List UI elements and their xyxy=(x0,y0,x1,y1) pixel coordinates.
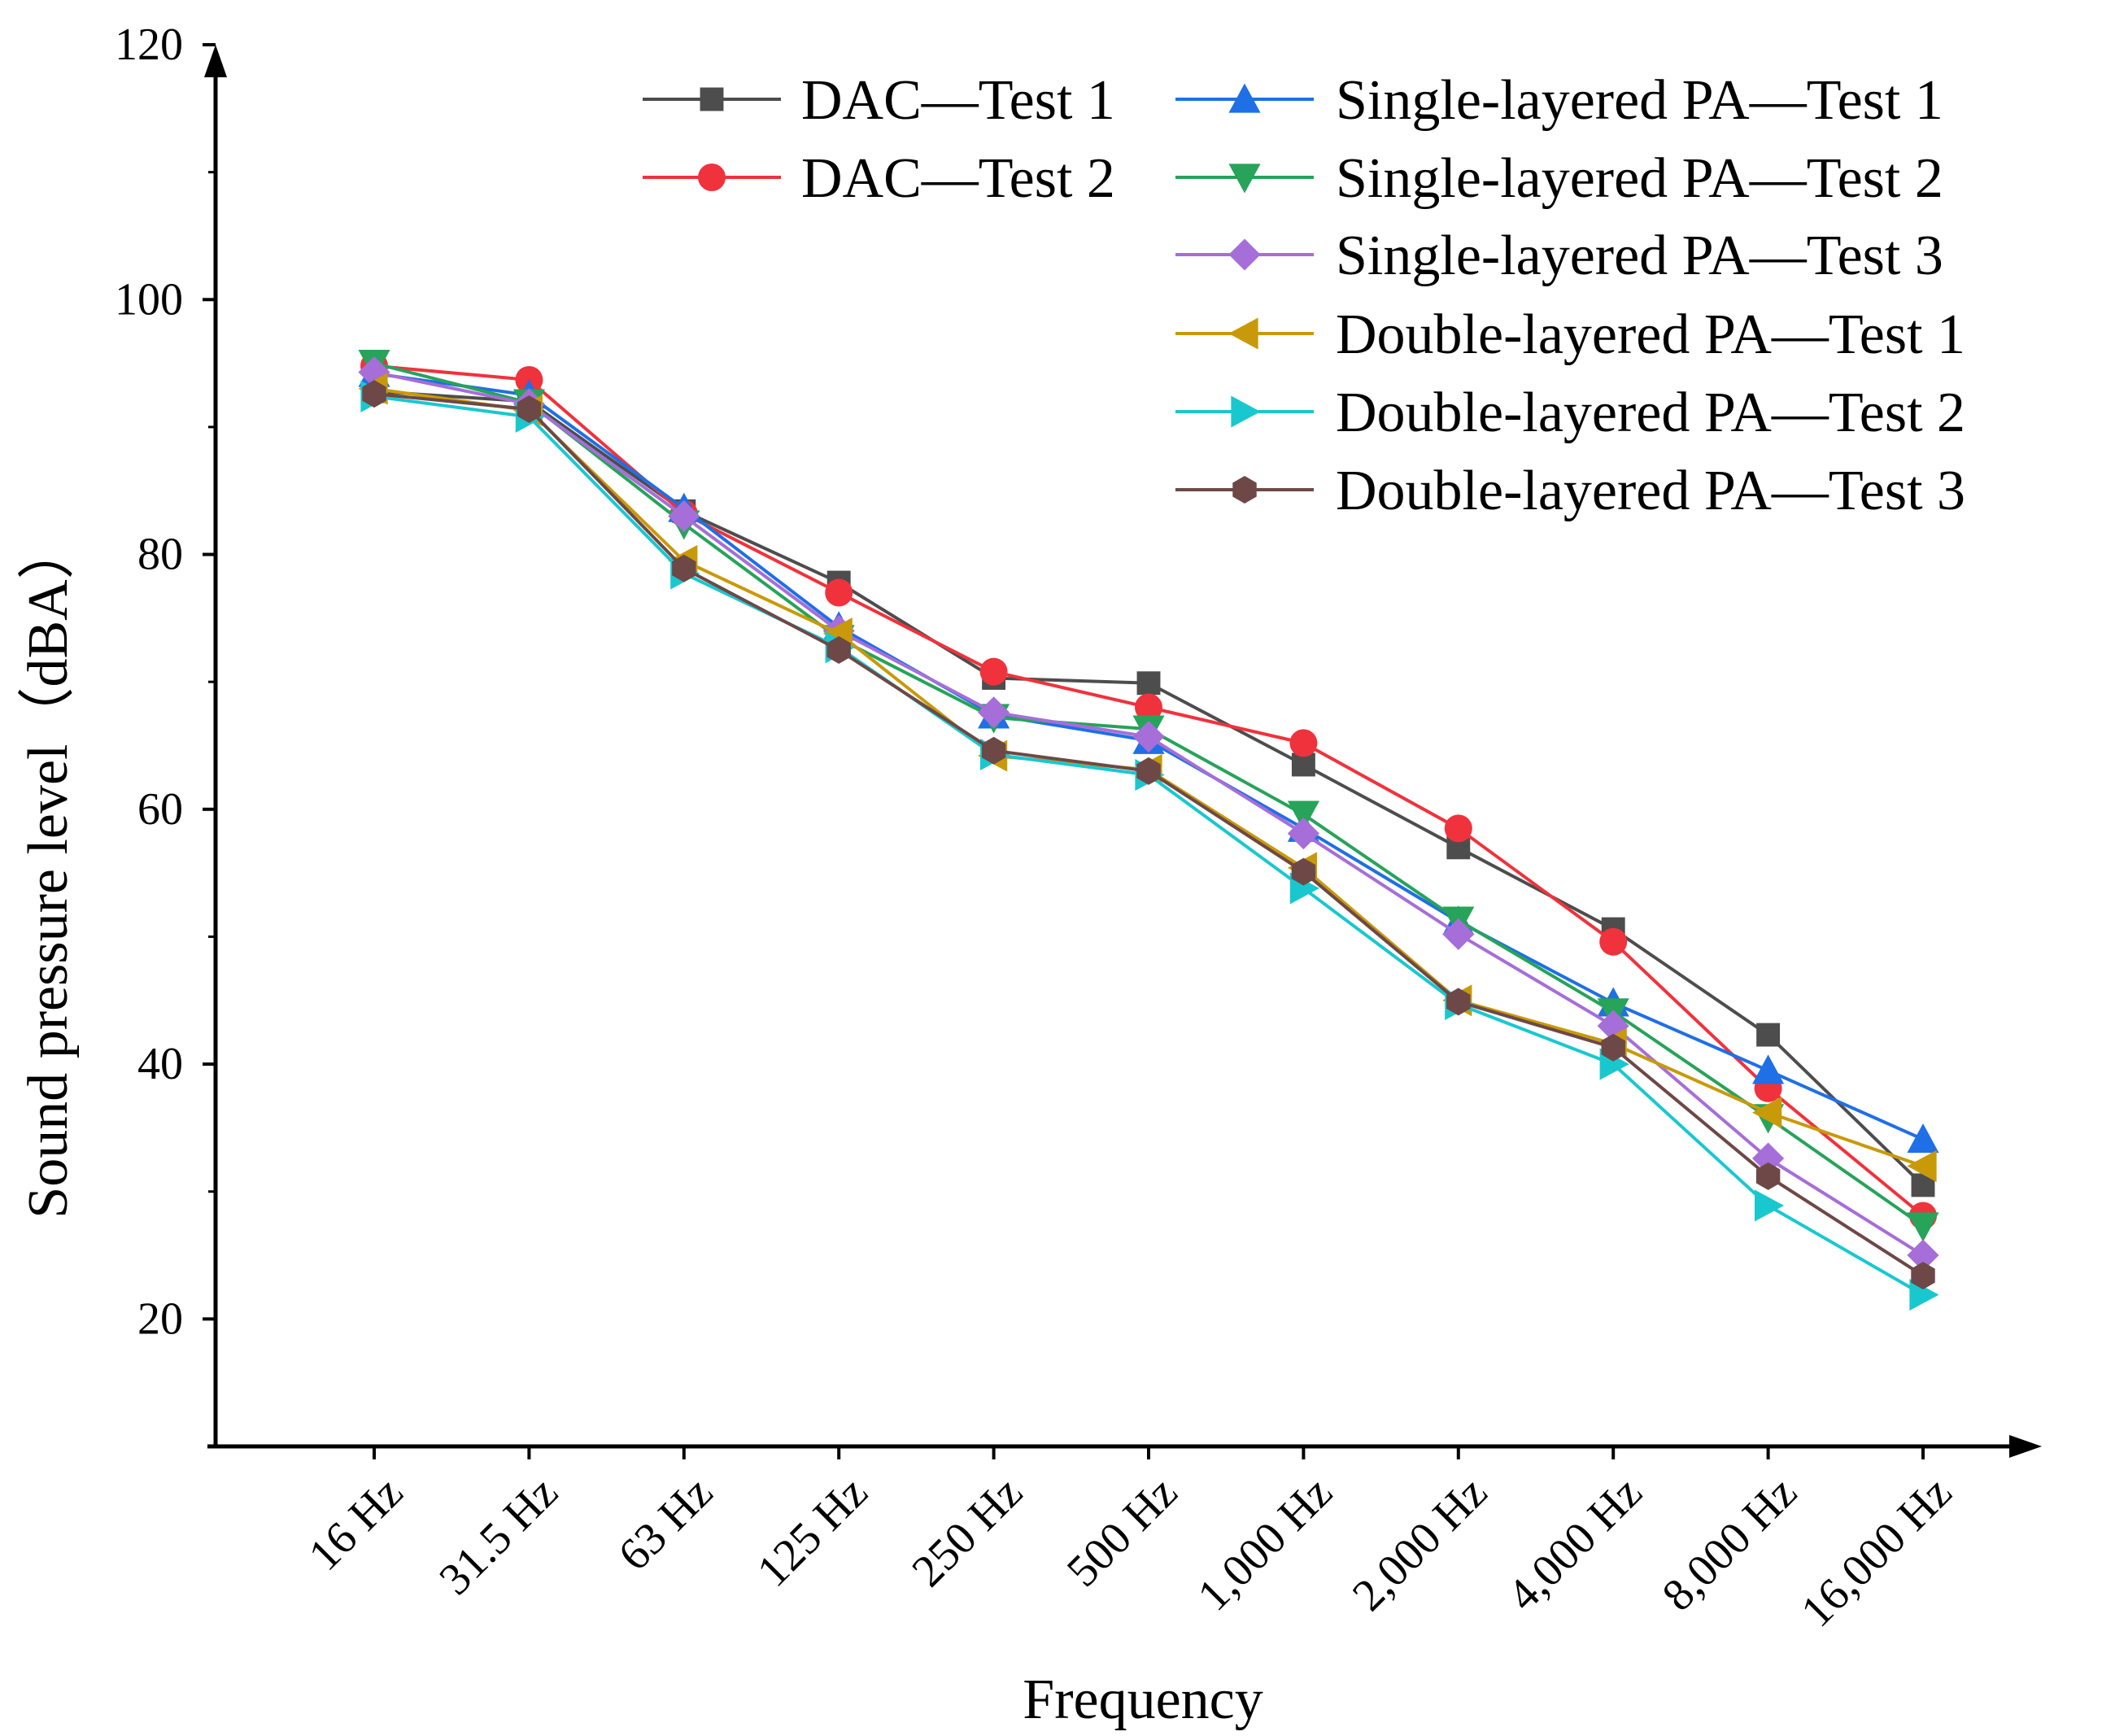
marker-diamond xyxy=(1442,918,1475,950)
marker-hexagon xyxy=(1911,1262,1935,1290)
legend-item: Double-layered PA—Test 2 xyxy=(1175,382,1965,444)
marker-hexagon xyxy=(672,554,696,582)
legend-label: Single-layered PA—Test 3 xyxy=(1336,225,1943,287)
series-8 xyxy=(362,380,1935,1290)
x-axis-arrow xyxy=(2009,1435,2042,1458)
x-tick-label: 8,000 Hz xyxy=(1653,1467,1807,1620)
legend-label: Double-layered PA—Test 1 xyxy=(1336,303,1965,366)
y-tick-label: 120 xyxy=(115,20,183,70)
marker-circle xyxy=(1444,814,1472,843)
marker-triangle-left xyxy=(1907,1149,1937,1182)
y-tick-label: 20 xyxy=(137,1293,183,1344)
marker-hexagon xyxy=(826,636,851,665)
legend-item: Single-layered PA—Test 2 xyxy=(1175,147,1943,210)
marker-hexagon xyxy=(1232,476,1257,504)
legend-item: Double-layered PA—Test 3 xyxy=(1175,460,1965,522)
marker-diamond xyxy=(978,696,1010,729)
y-axis-title: Sound pressure level（dBA） xyxy=(17,522,80,1218)
x-tick-label: 125 Hz xyxy=(748,1467,877,1596)
marker-diamond xyxy=(1907,1239,1939,1271)
legend-item: Double-layered PA—Test 1 xyxy=(1175,303,1965,366)
marker-circle xyxy=(1599,927,1628,956)
marker-triangle-right xyxy=(1231,395,1261,428)
marker-triangle-up xyxy=(1752,1054,1785,1084)
marker-triangle-down xyxy=(1907,1212,1939,1242)
series-5 xyxy=(358,356,1939,1271)
marker-hexagon xyxy=(1291,857,1316,886)
x-tick-label: 16 Hz xyxy=(299,1467,413,1581)
marker-hexagon xyxy=(981,736,1006,765)
x-tick-label: 250 Hz xyxy=(902,1467,1031,1596)
legend-label: Double-layered PA—Test 2 xyxy=(1336,382,1965,444)
y-tick-label: 100 xyxy=(115,274,183,325)
marker-diamond xyxy=(358,356,390,389)
marker-triangle-left xyxy=(1228,317,1258,350)
x-tick-label: 500 Hz xyxy=(1058,1467,1187,1596)
marker-circle xyxy=(979,657,1008,686)
legend-label: Double-layered PA—Test 3 xyxy=(1336,460,1965,522)
marker-hexagon xyxy=(1755,1162,1781,1190)
series-2 xyxy=(360,351,1937,1230)
legend: DAC—Test 1 DAC—Test 2 Single-layered PA—Te… xyxy=(643,69,1965,522)
legend-item: DAC—Test 1 xyxy=(643,69,1115,132)
marker-triangle-up xyxy=(1907,1123,1939,1154)
marker-diamond xyxy=(1752,1142,1785,1175)
marker-hexagon xyxy=(1601,1033,1625,1062)
y-tick-label: 40 xyxy=(137,1039,183,1089)
marker-hexagon xyxy=(517,395,542,423)
marker-triangle-down xyxy=(1228,164,1261,194)
series-line xyxy=(373,395,1924,1297)
legend-label: Single-layered PA—Test 2 xyxy=(1336,147,1943,210)
marker-triangle-down xyxy=(1287,800,1319,831)
marker-triangle-up xyxy=(1228,83,1261,113)
marker-diamond xyxy=(1287,818,1319,850)
series-line xyxy=(373,392,1925,1277)
marker-circle xyxy=(1135,693,1162,722)
y-tick-label: 60 xyxy=(137,784,183,835)
marker-triangle-left xyxy=(1752,1097,1782,1129)
marker-triangle-right xyxy=(1754,1189,1785,1222)
x-tick-label: 16,000 Hz xyxy=(1791,1467,1961,1637)
marker-hexagon xyxy=(1136,757,1161,785)
y-axis-arrow xyxy=(204,45,227,77)
x-tick-label: 2,000 Hz xyxy=(1343,1467,1497,1620)
marker-circle xyxy=(698,164,726,191)
marker-hexagon xyxy=(362,380,386,408)
x-tick-label: 63 Hz xyxy=(608,1467,722,1581)
marker-triangle-right xyxy=(1909,1279,1939,1311)
marker-circle xyxy=(825,578,853,607)
x-tick-label: 31.5 Hz xyxy=(430,1467,567,1604)
marker-diamond xyxy=(668,500,700,533)
marker-square xyxy=(1136,671,1161,696)
legend-label: DAC—Test 1 xyxy=(801,69,1115,132)
legend-item: Single-layered PA—Test 1 xyxy=(1175,69,1943,132)
series-layer xyxy=(358,349,1939,1311)
legend-label: DAC—Test 2 xyxy=(801,147,1115,210)
marker-hexagon xyxy=(1446,988,1471,1016)
x-axis-title: Frequency xyxy=(1023,1668,1263,1731)
legend-item: Single-layered PA—Test 3 xyxy=(1175,225,1943,287)
marker-square xyxy=(700,87,724,111)
marker-circle xyxy=(1289,729,1318,757)
x-tick-label: 1,000 Hz xyxy=(1188,1467,1342,1620)
legend-label: Single-layered PA—Test 1 xyxy=(1336,69,1943,132)
y-tick-label: 80 xyxy=(137,530,183,580)
x-tick-label: 4,000 Hz xyxy=(1498,1467,1651,1620)
legend-item: DAC—Test 2 xyxy=(643,147,1115,210)
marker-diamond xyxy=(1132,720,1165,753)
marker-square xyxy=(1756,1023,1781,1047)
marker-diamond xyxy=(1228,238,1261,271)
